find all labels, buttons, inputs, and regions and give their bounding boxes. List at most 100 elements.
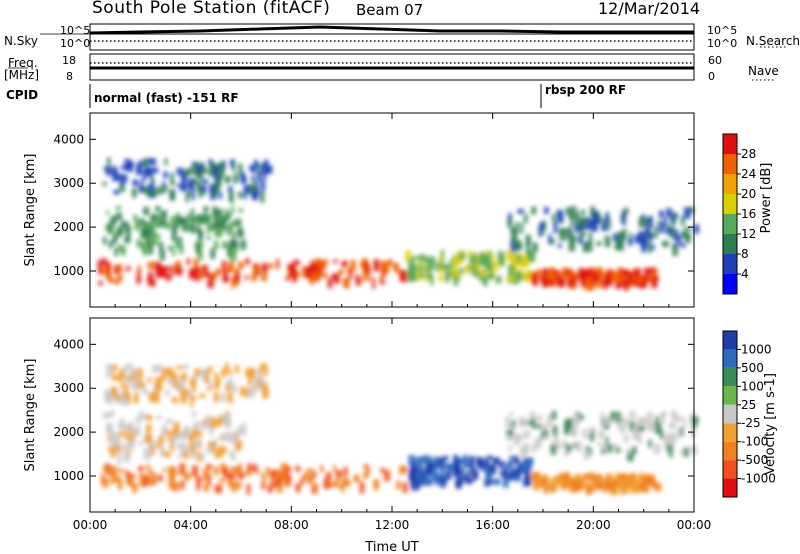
echo-cell (668, 446, 673, 458)
echo-cell (140, 179, 144, 191)
echo-cell (530, 472, 536, 480)
echo-cell (193, 421, 198, 433)
echo-cell (143, 207, 150, 216)
echo-cell (110, 466, 118, 476)
echo-cell (682, 232, 690, 238)
echo-cell (125, 469, 129, 477)
echo-cell (454, 465, 461, 476)
echo-cell (147, 261, 154, 270)
echo-cell (479, 254, 483, 267)
echo-cell (267, 484, 274, 493)
echo-cell (243, 184, 250, 193)
power-colorbar: 28 24 20 16 12 8 4 (722, 133, 756, 295)
echo-cell (207, 278, 214, 289)
echo-cell (195, 240, 203, 245)
echo-cell (194, 267, 201, 276)
velocity-colorbar: 1000 500 100 25 -25 -100 -500 -1000 (722, 330, 776, 498)
echo-cell (193, 438, 201, 447)
echo-cell (617, 423, 622, 429)
echo-cell (229, 159, 235, 167)
echo-cell (163, 222, 171, 230)
echo-cell (198, 228, 203, 241)
echo-cell (605, 436, 609, 446)
echo-cell (253, 379, 258, 391)
echo-cell (532, 242, 538, 253)
echo-cell (220, 445, 227, 455)
echo-cell (574, 475, 581, 485)
echo-cell (688, 206, 695, 214)
echo-cell (179, 373, 184, 382)
echo-cell (594, 212, 601, 219)
echo-cell (556, 477, 563, 485)
echo-cell (239, 386, 246, 397)
echo-cell (381, 263, 387, 274)
echo-cell (605, 415, 611, 426)
echo-cell (163, 185, 168, 193)
echo-cell (585, 240, 593, 252)
echo-cell (253, 160, 259, 168)
echo-cell (157, 474, 164, 482)
echo-cell (260, 163, 267, 175)
echo-cell (133, 394, 138, 404)
echo-cell (106, 421, 110, 433)
echo-cell (178, 236, 183, 248)
echo-cell (237, 463, 243, 470)
echo-cell (326, 471, 332, 480)
echo-cell (200, 184, 207, 192)
echo-cell (620, 216, 626, 222)
echo-cell (107, 422, 113, 431)
echo-cell (552, 476, 558, 486)
echo-cell (147, 275, 152, 285)
echo-cell (543, 475, 548, 483)
echo-cell (101, 258, 107, 266)
echo-cell (138, 441, 143, 446)
echo-cell (528, 254, 536, 262)
echo-cell (127, 472, 133, 485)
echo-cell (150, 176, 154, 183)
echo-cell (168, 471, 173, 481)
echo-cell (126, 231, 131, 241)
echo-cell (240, 172, 245, 184)
echo-cell (215, 484, 223, 494)
echo-cell (427, 476, 431, 485)
echo-cell (277, 482, 283, 494)
echo-cell (546, 419, 553, 427)
echo-cell (419, 264, 423, 277)
echo-cell (492, 457, 500, 465)
cpid-label: CPID (6, 88, 39, 102)
echo-cell (424, 467, 431, 477)
echo-cell (444, 272, 450, 283)
echo-cell (147, 377, 152, 383)
echo-cell (602, 279, 608, 290)
echo-cell (116, 445, 122, 453)
echo-cell (539, 276, 545, 283)
echo-cell (127, 423, 134, 433)
echo-cell (605, 272, 612, 284)
echo-cell (464, 266, 470, 271)
velocity-colorbar-label: Velocity [m s-1] (763, 373, 778, 475)
colorbar-segment (723, 174, 737, 194)
echo-cell (429, 260, 436, 270)
echo-cell (260, 180, 266, 192)
echo-cell (621, 234, 625, 243)
echo-cell (505, 430, 512, 441)
echo-cell (259, 471, 263, 476)
echo-cell (192, 178, 198, 186)
echo-cell (314, 482, 318, 494)
echo-cell (149, 233, 156, 245)
echo-cell (155, 441, 161, 449)
echo-cell (206, 445, 212, 454)
echo-cell (578, 231, 586, 237)
echo-cell (459, 467, 466, 474)
echo-cell (132, 369, 136, 381)
echo-cell (408, 454, 415, 466)
echo-cell (512, 232, 518, 241)
echo-cell (438, 274, 444, 282)
echo-cell (240, 239, 247, 250)
echo-cell (111, 237, 117, 245)
echo-cell (259, 365, 264, 376)
echo-cell (249, 165, 254, 171)
echo-cell (498, 460, 505, 469)
echo-cell (106, 363, 112, 376)
echo-cell (615, 447, 620, 454)
